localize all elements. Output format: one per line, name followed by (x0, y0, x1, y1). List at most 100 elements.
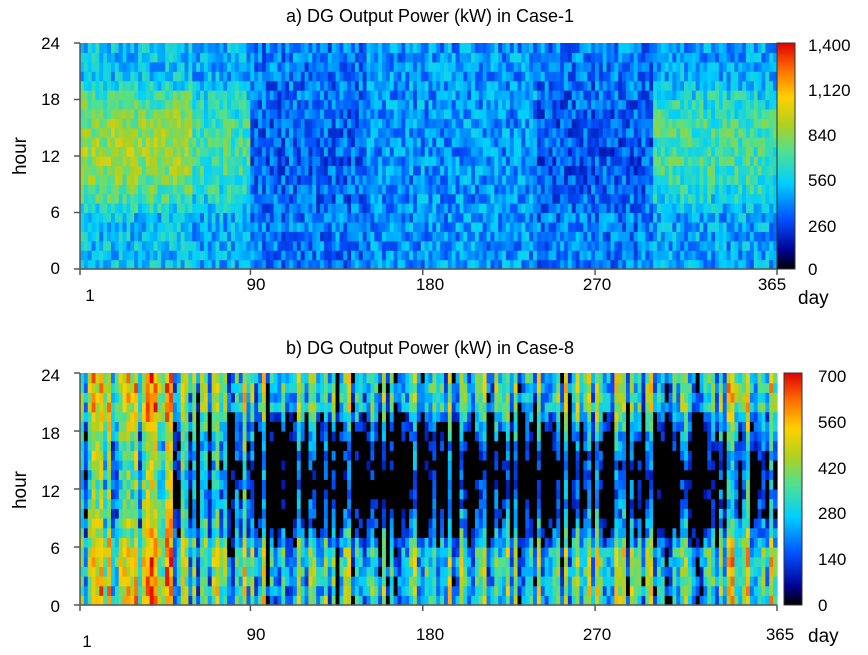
heatmap-cell (707, 90, 712, 101)
heatmap-cell (161, 240, 166, 251)
heatmap-cell (521, 146, 526, 157)
heatmap-cell (134, 146, 139, 157)
heatmap-cell (726, 165, 732, 176)
heatmap-cell (153, 193, 159, 204)
heatmap-cell (478, 90, 484, 101)
heatmap-cell (351, 156, 356, 167)
heatmap-cell (169, 450, 174, 461)
heatmap-cell (149, 61, 155, 72)
heatmap-cell (269, 43, 275, 54)
heatmap-cell (738, 108, 743, 119)
heatmap-cell (339, 80, 344, 91)
heatmap-cell (734, 212, 739, 223)
heatmap-cell (455, 52, 461, 63)
heatmap-cell (227, 80, 232, 91)
heatmap-cell (618, 212, 623, 223)
heatmap-cell (134, 212, 139, 223)
heatmap-cell (567, 118, 573, 129)
heatmap-cell (711, 118, 716, 129)
heatmap-cell (169, 402, 174, 413)
heatmap-cell (320, 156, 325, 167)
heatmap-cell (641, 146, 646, 157)
heatmap-cell (149, 165, 155, 176)
heatmap-cell (138, 221, 143, 232)
heatmap-cell (598, 165, 604, 176)
heatmap-cell (292, 61, 298, 72)
heatmap-cell (172, 165, 178, 176)
heatmap-cell (261, 90, 267, 101)
heatmap-cell (176, 469, 182, 480)
heatmap-cell (374, 184, 379, 195)
heatmap-cell (258, 174, 263, 185)
heatmap-cell (474, 221, 480, 232)
heatmap-cell (707, 240, 712, 251)
heatmap-cell (289, 203, 294, 214)
heatmap-cell (583, 165, 588, 176)
heatmap-cell (145, 373, 151, 384)
heatmap-cell (707, 80, 712, 91)
heatmap-cell (610, 203, 615, 214)
heatmap-cell (474, 203, 480, 214)
heatmap-cell (587, 43, 592, 54)
heatmap-cell (625, 203, 631, 214)
heatmap-cell (637, 146, 643, 157)
heatmap-cell (161, 508, 166, 519)
heatmap-cell (153, 174, 159, 185)
heatmap-cell (610, 90, 615, 101)
heatmap-cell (505, 90, 511, 101)
heatmap-cell (502, 108, 507, 119)
heatmap-cell (474, 99, 480, 110)
heatmap-cell (169, 108, 174, 119)
heatmap-cell (509, 61, 515, 72)
heatmap-cell (141, 489, 147, 500)
heatmap-cell (382, 165, 387, 176)
heatmap-cell (157, 146, 162, 157)
heatmap-cell (409, 240, 414, 251)
heatmap-cell (269, 193, 275, 204)
heatmap-cell (734, 240, 739, 251)
heatmap-cell (207, 127, 213, 138)
heatmap-cell (296, 156, 302, 167)
heatmap-cell (583, 71, 588, 82)
heatmap-cell (409, 99, 414, 110)
heatmap-cell (192, 90, 197, 101)
heatmap-cell (645, 118, 650, 129)
heatmap-cell (606, 250, 612, 261)
heatmap-cell (203, 165, 209, 176)
heatmap-cell (742, 184, 747, 195)
heatmap-cell (80, 508, 85, 519)
heatmap-cell (382, 221, 387, 232)
heatmap-cell (130, 80, 135, 91)
heatmap-cell (525, 240, 530, 251)
heatmap-cell (141, 52, 147, 63)
heatmap-cell (490, 43, 495, 54)
heatmap-cell (335, 165, 341, 176)
heatmap-cell (231, 156, 236, 167)
heatmap-cell (153, 469, 159, 480)
heatmap-cell (273, 52, 279, 63)
heatmap-cell (544, 231, 550, 242)
heatmap-cell (138, 469, 143, 480)
heatmap-cell (753, 127, 759, 138)
heatmap-cell (672, 118, 677, 129)
heatmap-cell (382, 212, 387, 223)
heatmap-cell (455, 184, 461, 195)
heatmap-cell (219, 240, 224, 251)
heatmap-cell (207, 146, 213, 157)
heatmap-cell (141, 61, 147, 72)
heatmap-cell (664, 193, 670, 204)
heatmap-cell (575, 240, 581, 251)
heatmap-cell (80, 373, 85, 384)
heatmap-cell (141, 576, 147, 587)
heatmap-cell (660, 193, 666, 204)
heatmap-cell (192, 174, 197, 185)
heatmap-cell (680, 250, 685, 261)
heatmap-cell (440, 137, 445, 148)
heatmap-cell (172, 460, 178, 471)
heatmap-cell (711, 146, 716, 157)
heatmap-cell (169, 537, 174, 548)
heatmap-cell (87, 547, 93, 558)
heatmap-cell (660, 259, 666, 270)
heatmap-cell (184, 174, 190, 185)
heatmap-cell (83, 137, 89, 148)
